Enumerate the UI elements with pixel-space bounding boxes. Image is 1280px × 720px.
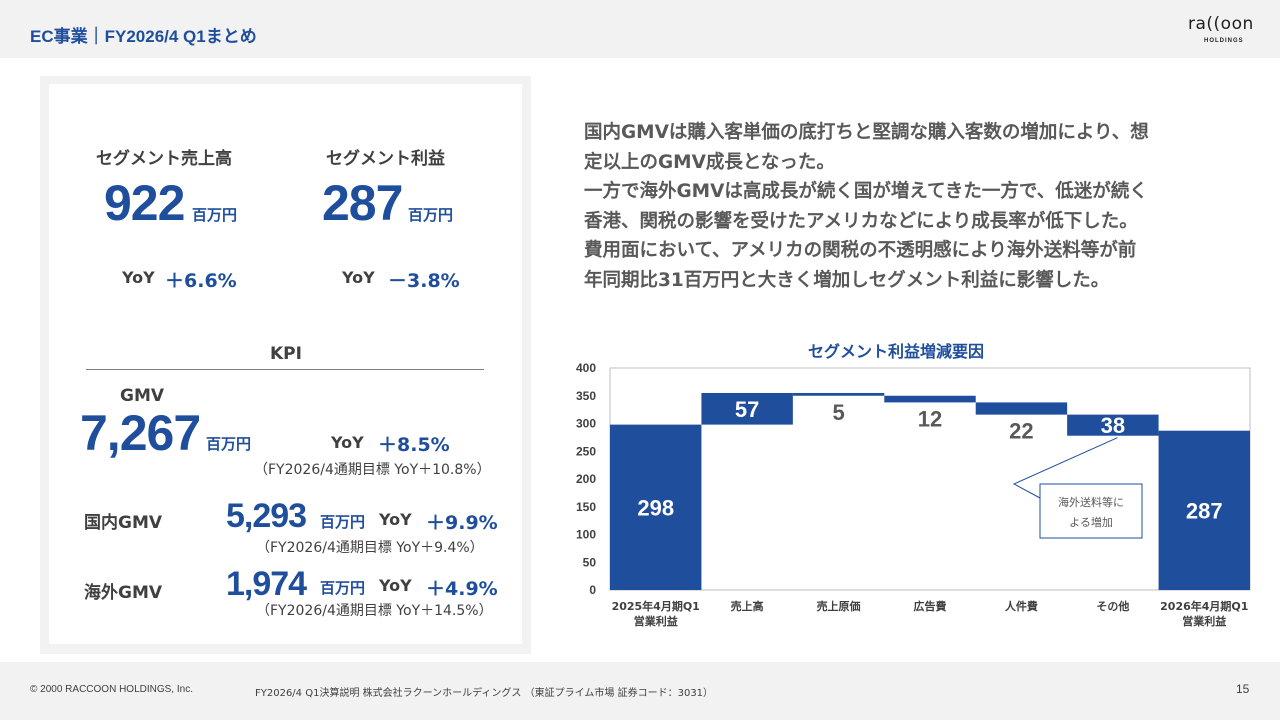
- overseas-gmv-yoy-label: YoY: [379, 576, 412, 595]
- segment-sales-label: セグメント売上高: [96, 149, 232, 169]
- commentary-line: 年同期比31百万円と大きく増加しセグメント利益に影響した。: [584, 269, 1110, 291]
- segment-sales-yoy-value: ＋6.6%: [165, 270, 237, 292]
- commentary-line: 国内GMVは購入客単価の底打ちと堅調な購入客数の増加により、想: [584, 122, 1149, 143]
- commentary-line: 費用面において、アメリカの関税の不透明感により海外送料等が前: [584, 240, 1137, 261]
- waterfall-bar: [610, 424, 702, 590]
- kpi-divider: [86, 369, 484, 370]
- segment-sales-yoy-label: YoY: [122, 268, 155, 287]
- y-tick-label: 50: [583, 555, 597, 569]
- y-tick-label: 150: [576, 500, 596, 514]
- bar-value-label: 5: [832, 400, 844, 425]
- commentary-line: 香港、関税の影響を受けたアメリカなどにより成長率が低下した。: [584, 210, 1138, 232]
- overseas-gmv-value: 1,974: [226, 565, 307, 603]
- y-tick-label: 200: [576, 472, 596, 486]
- y-tick-label: 0: [589, 583, 596, 597]
- summary-panel: [40, 76, 531, 654]
- y-tick-label: 100: [576, 528, 596, 542]
- segment-profit-value: 287: [322, 175, 403, 231]
- gmv-label: GMV: [120, 386, 165, 406]
- x-category-label: 人件費: [1005, 599, 1038, 613]
- waterfall-bar: [1067, 414, 1159, 436]
- company-logo: ra((oon HOLDINGS: [1180, 14, 1270, 48]
- chart-title: セグメント利益増減要因: [808, 342, 985, 361]
- gmv-target-note: （FY2026/4通期目標 YoY＋10.8%）: [254, 462, 491, 478]
- bar-value-label: 57: [735, 397, 759, 422]
- overseas-gmv-yoy-value: ＋4.9%: [426, 578, 498, 600]
- domestic-gmv-unit: 百万円: [320, 513, 366, 531]
- domestic-gmv-yoy-label: YoY: [379, 510, 412, 529]
- x-category-label: 営業利益: [634, 614, 678, 628]
- gmv-value: 7,267: [80, 405, 201, 461]
- summary-card: [49, 84, 522, 644]
- footer-document-title: FY2026/4 Q1決算説明 株式会社ラクーンホールディングス （東証プライム…: [255, 688, 714, 699]
- x-category-label: 売上原価: [817, 599, 861, 613]
- bar-value-label: 22: [1009, 419, 1033, 444]
- gmv-yoy-value: ＋8.5%: [378, 434, 450, 456]
- bar-value-label: 12: [918, 406, 942, 431]
- overseas-gmv-label: 海外GMV: [84, 583, 163, 603]
- waterfall-bar: [701, 392, 793, 425]
- y-tick-label: 300: [576, 417, 596, 431]
- segment-profit-yoy-value: －3.8%: [388, 270, 460, 292]
- header-bar: EC事業｜FY2026/4 Q1まとめ ra((oon HOLDINGS: [0, 0, 1280, 58]
- gmv-unit: 百万円: [206, 435, 252, 453]
- callout-leader-line: [1012, 437, 1118, 499]
- waterfall-bar: [1158, 430, 1250, 590]
- footer-bar: © 2000 RACCOON HOLDINGS, Inc. FY2026/4 Q…: [0, 662, 1280, 720]
- segment-profit-label: セグメント利益: [326, 149, 445, 169]
- domestic-gmv-yoy-value: ＋9.9%: [426, 512, 498, 534]
- segment-profit-yoy-label: YoY: [342, 268, 375, 287]
- waterfall-bar: [792, 392, 885, 396]
- x-category-label: 広告費: [914, 599, 947, 613]
- waterfall-bar: [975, 402, 1068, 415]
- y-tick-label: 250: [576, 444, 596, 458]
- callout-text: 海外送料等に: [1058, 495, 1124, 509]
- waterfall-bar: [884, 395, 976, 403]
- callout-box: [1039, 483, 1143, 539]
- bar-value-label: 287: [1186, 498, 1223, 523]
- footer-copyright: © 2000 RACCOON HOLDINGS, Inc.: [30, 684, 193, 695]
- x-category-label: 2026年4月期Q1: [1160, 599, 1248, 613]
- page-title: EC事業｜FY2026/4 Q1まとめ: [30, 27, 257, 46]
- y-tick-label: 350: [576, 389, 596, 403]
- overseas-gmv-unit: 百万円: [320, 579, 366, 597]
- segment-profit-unit: 百万円: [408, 206, 454, 224]
- commentary-text: 国内GMVは購入客単価の底打ちと堅調な購入客数の増加により、想 定以上のGMV成…: [584, 118, 1244, 295]
- gmv-yoy-label: YoY: [331, 433, 364, 452]
- domestic-gmv-label: 国内GMV: [84, 513, 163, 533]
- page-number: 15: [1236, 682, 1250, 696]
- bar-value-label: 298: [637, 495, 674, 520]
- domestic-gmv-target-note: （FY2026/4通期目標 YoY＋9.4%）: [256, 540, 484, 556]
- commentary-line: 定以上のGMV成長となった。: [584, 151, 835, 173]
- x-category-label: 2025年4月期Q1: [612, 599, 700, 613]
- segment-sales-unit: 百万円: [192, 206, 238, 224]
- logo-wordmark: ra((oon: [1188, 14, 1254, 34]
- callout-text: よる増加: [1069, 516, 1113, 529]
- kpi-heading: KPI: [270, 344, 302, 364]
- overseas-gmv-target-note: （FY2026/4通期目標 YoY＋14.5%）: [256, 603, 493, 619]
- segment-sales-value: 922: [104, 175, 185, 231]
- x-category-label: 売上高: [731, 599, 764, 613]
- x-category-label: 営業利益: [1182, 614, 1226, 628]
- x-category-label: その他: [1096, 599, 1129, 613]
- y-tick-label: 400: [576, 361, 596, 375]
- commentary-line: 一方で海外GMVは高成長が続く国が増えてきた一方で、低迷が続く: [584, 181, 1148, 202]
- bar-value-label: 38: [1101, 413, 1125, 438]
- logo-subtitle: HOLDINGS: [1204, 38, 1244, 44]
- domestic-gmv-value: 5,293: [226, 497, 307, 535]
